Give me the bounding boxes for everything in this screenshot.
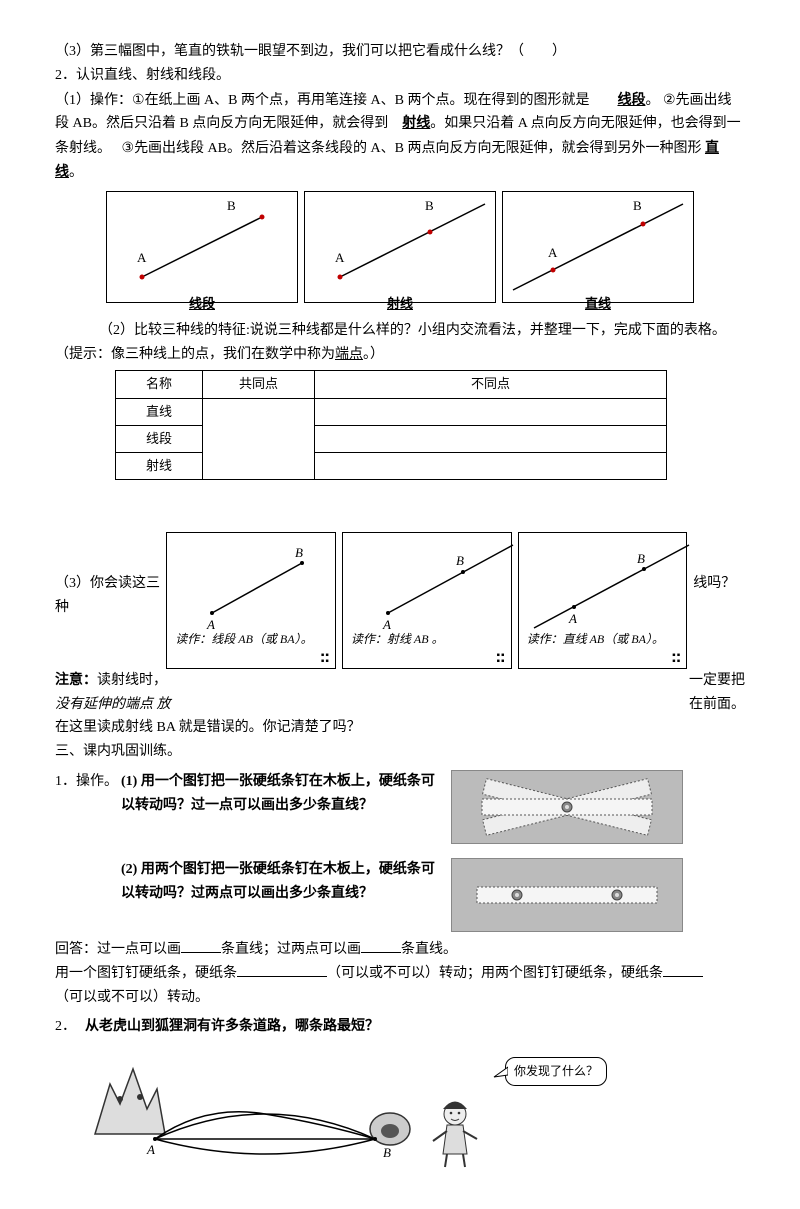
cell-ray: 射线 [116,452,203,479]
blank-3[interactable] [237,962,327,977]
answer-line-2: 用一个图钉钉硬纸条，硬纸条（可以或不可以）转动；用两个图钉钉硬纸条，硬纸条（可以… [55,962,745,1010]
cell-segment: 线段 [116,425,203,452]
comparison-table: 名称 共同点 不同点 直线 线段 射线 [115,370,667,479]
svg-text:B: B [456,553,464,568]
dots-icon: ▪▪▪▪ [672,653,681,665]
svg-text:A: A [548,245,558,260]
box-segment: A B [106,191,298,303]
reading-row: （3）你会读这三种 A B 读作：线段 AB（或 BA）。 ▪▪▪▪ A B 读… [55,532,745,669]
q3-read-left: （3）你会读这三种 [55,532,160,620]
ex2-figure [451,858,683,932]
svg-text:B: B [295,545,303,560]
svg-text:B: B [637,551,645,566]
cell-line: 直线 [116,398,203,425]
keyword-ray: 射线 [402,116,430,131]
note-line-3: 在这里读成射线 BA 就是错误的。你记清楚了吗？ [55,716,745,740]
question-3: （3）第三幅图中，笔直的铁轨一眼望不到边，我们可以把它看成什么线？（ ） [55,40,745,64]
cell-common-empty [203,398,315,479]
cell-diff-3 [315,452,667,479]
paragraph-compare: （2）比较三种线的特征:说说三种线都是什么样的？小组内交流看法，并整理一下，完成… [55,319,745,367]
read-label-line: 读作：直线 AB（或 BA）。 [527,629,664,649]
note-line-1: 注意：读射线时， 一定要把 [55,669,745,693]
readbox-segment: A B 读作：线段 AB（或 BA）。 ▪▪▪▪ [166,532,336,669]
blank-1[interactable] [181,938,221,953]
svg-text:A: A [568,611,577,626]
box-label-line: 直线 [585,296,611,311]
dots-icon: ▪▪▪▪ [321,653,330,665]
blank-4[interactable] [663,962,703,977]
read-label-segment: 读作：线段 AB（或 BA）。 [175,629,312,649]
box-line: A B [502,191,694,303]
exercise-1: 1．操作。 (1) 用一个图钉把一张硬纸条钉在木板上，硬纸条可以转动吗？过一点可… [55,770,745,844]
note-line-2: 没有延伸的端点 放 在前面。 [55,693,745,717]
svg-text:A: A [137,250,147,265]
exercise-2: (2) 用两个图钉把一张硬纸条钉在木板上，硬纸条可以转动吗？过两点可以画出多少条… [121,858,745,932]
readbox-ray: A B 读作：射线 AB 。 ▪▪▪▪ [342,532,512,669]
blank-2[interactable] [361,938,401,953]
section-3-heading: 三、课内巩固训练。 [55,740,745,764]
paragraph-operation: （1）操作：①在纸上画 A、B 两个点，再用笔连接 A、B 两个点。现在得到的图… [55,88,745,185]
svg-text:A: A [146,1142,155,1157]
th-name: 名称 [116,371,203,398]
q2-figure: A B 你发现了什么？ [85,1039,745,1169]
question-2: 2． 从老虎山到狐狸洞有许多条道路，哪条路最短？ [55,1015,745,1039]
ex2-text: (2) 用两个图钉把一张硬纸条钉在木板上，硬纸条可以转动吗？过两点可以画出多少条… [121,858,441,906]
heading-2: 2．认识直线、射线和线段。 [55,64,745,88]
box-ray: A B [304,191,496,303]
cell-diff-2 [315,425,667,452]
svg-text:B: B [633,198,642,213]
svg-text:A: A [335,250,345,265]
keyword-segment: 线段 [617,93,645,108]
box-label-ray: 射线 [387,296,413,311]
speech-bubble: 你发现了什么？ [505,1057,607,1085]
figure-row-1: A B 线段 A B 射线 A B 直线 [55,191,745,325]
answer-line-1: 回答：过一点可以画条直线；过两点可以画条直线。 [55,938,745,962]
ex1-text: (1) 用一个图钉把一张硬纸条钉在木板上，硬纸条可以转动吗？过一点可以画出多少条… [121,770,441,818]
ex1-figure [451,770,683,844]
cell-diff-1 [315,398,667,425]
read-label-ray: 读作：射线 AB 。 [351,629,444,649]
box-label-segment: 线段 [189,296,215,311]
svg-text:B: B [227,198,236,213]
th-diff: 不同点 [315,371,667,398]
dots-icon: ▪▪▪▪ [497,653,506,665]
svg-text:B: B [425,198,434,213]
th-common: 共同点 [203,371,315,398]
svg-text:B: B [383,1145,391,1160]
readbox-line: A B 读作：直线 AB（或 BA）。 ▪▪▪▪ [518,532,688,669]
